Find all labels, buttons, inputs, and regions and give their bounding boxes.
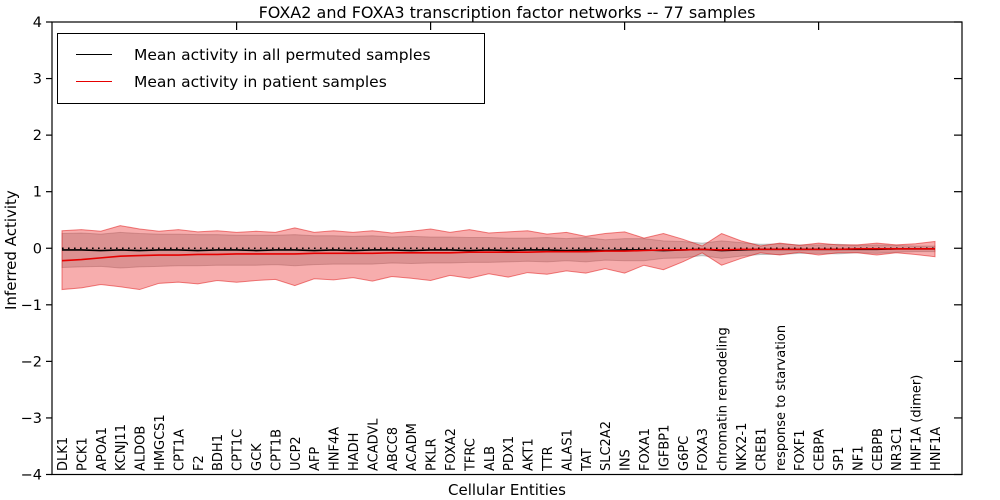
- legend-line-permuted-icon: [76, 54, 112, 55]
- x-category-label: CEBPA: [813, 429, 828, 471]
- legend-item-permuted: Mean activity in all permuted samples: [70, 41, 472, 68]
- x-category-label: AFP: [308, 447, 323, 471]
- x-category-label: DLK1: [56, 437, 71, 471]
- y-tick-label: 4: [33, 15, 42, 31]
- legend-line-patient-icon: [76, 81, 112, 82]
- patient-band: [61, 225, 936, 291]
- x-category-label: SLC2A2: [599, 421, 614, 471]
- x-category-label: INS: [619, 449, 634, 471]
- y-tick-label: −2: [21, 354, 42, 370]
- uncertainty-bands: [61, 225, 936, 291]
- chart-title: FOXA2 and FOXA3 transcription factor net…: [258, 3, 756, 22]
- x-category-label: HNF1A (dimer): [910, 375, 925, 471]
- x-tick-labels: DLK1 PCK1 APOA1 KCNJ11 ALDOB HMGCS1 CPT1A F2 BDH…: [56, 325, 944, 472]
- x-category-label: ABCC8: [386, 427, 401, 471]
- y-axis-label: Inferred Activity: [2, 190, 20, 310]
- x-category-label: AKT1: [522, 438, 537, 471]
- x-category-label: TTR: [541, 446, 556, 472]
- legend-label-patient: Mean activity in patient samples: [134, 72, 387, 91]
- x-category-label: BDH1: [211, 434, 226, 471]
- y-tick-label: −3: [21, 411, 42, 427]
- series-lines: [61, 247, 935, 262]
- x-category-label: response to starvation: [774, 325, 789, 471]
- x-category-label: CPT1C: [231, 429, 246, 471]
- x-category-label: NR3C1: [890, 427, 905, 471]
- x-category-label: PCK1: [75, 437, 90, 471]
- x-category-label: CPT1B: [269, 429, 284, 471]
- y-tick-label: −1: [21, 298, 42, 314]
- axis-ticks: [46, 21, 962, 476]
- y-tick-label: 1: [33, 185, 42, 201]
- x-category-label: TAT: [580, 448, 595, 472]
- legend-label-permuted: Mean activity in all permuted samples: [134, 45, 431, 64]
- x-category-label: GCK: [250, 443, 265, 471]
- x-category-label: CREB1: [754, 427, 769, 471]
- x-category-label: NKX2-1: [735, 423, 750, 471]
- x-category-label: KCNJ11: [114, 424, 129, 471]
- x-category-label: FOXA3: [696, 428, 711, 471]
- x-category-label: ACADVL: [366, 418, 381, 471]
- x-category-label: PDX1: [502, 436, 517, 471]
- x-category-label: TFRC: [463, 438, 478, 472]
- x-category-label: ALB: [483, 446, 498, 471]
- x-category-label: FOXA1: [638, 428, 653, 471]
- y-tick-label: −4: [21, 468, 42, 484]
- x-category-label: FOXA2: [444, 428, 459, 471]
- x-category-label: ALDOB: [134, 426, 149, 471]
- x-category-label: chromatin remodeling: [716, 327, 731, 471]
- x-category-label: HNF1A: [929, 427, 944, 471]
- y-tick-label: 2: [33, 128, 42, 144]
- x-category-label: HADH: [347, 433, 362, 471]
- x-category-label: G6PC: [677, 436, 692, 471]
- legend-item-patient: Mean activity in patient samples: [70, 68, 472, 95]
- x-category-label: F2: [192, 455, 207, 471]
- x-category-label: FOXF1: [793, 429, 808, 471]
- patient-mean-line: [61, 248, 935, 262]
- x-category-label: HMGCS1: [153, 414, 168, 471]
- x-category-label: ACADM: [405, 423, 420, 471]
- x-category-label: PKLR: [425, 438, 440, 471]
- x-category-label: SP1: [832, 447, 847, 471]
- x-category-label: UCP2: [289, 436, 304, 471]
- y-tick-label: 3: [33, 72, 42, 88]
- x-category-label: CPT1A: [172, 429, 187, 471]
- x-category-label: IGFBP1: [657, 425, 672, 471]
- x-category-label: NF1: [851, 446, 866, 471]
- y-tick-labels: −4 −3 −2 −1 0 1 2 3 4: [21, 15, 42, 484]
- x-category-label: HNF4A: [328, 427, 343, 471]
- x-category-label: CEBPB: [871, 428, 886, 471]
- legend: Mean activity in all permuted samples Me…: [57, 33, 485, 104]
- x-axis-label: Cellular Entities: [448, 481, 566, 499]
- y-tick-label: 0: [33, 241, 42, 257]
- x-category-label: APOA1: [95, 427, 110, 471]
- x-category-label: ALAS1: [560, 429, 575, 471]
